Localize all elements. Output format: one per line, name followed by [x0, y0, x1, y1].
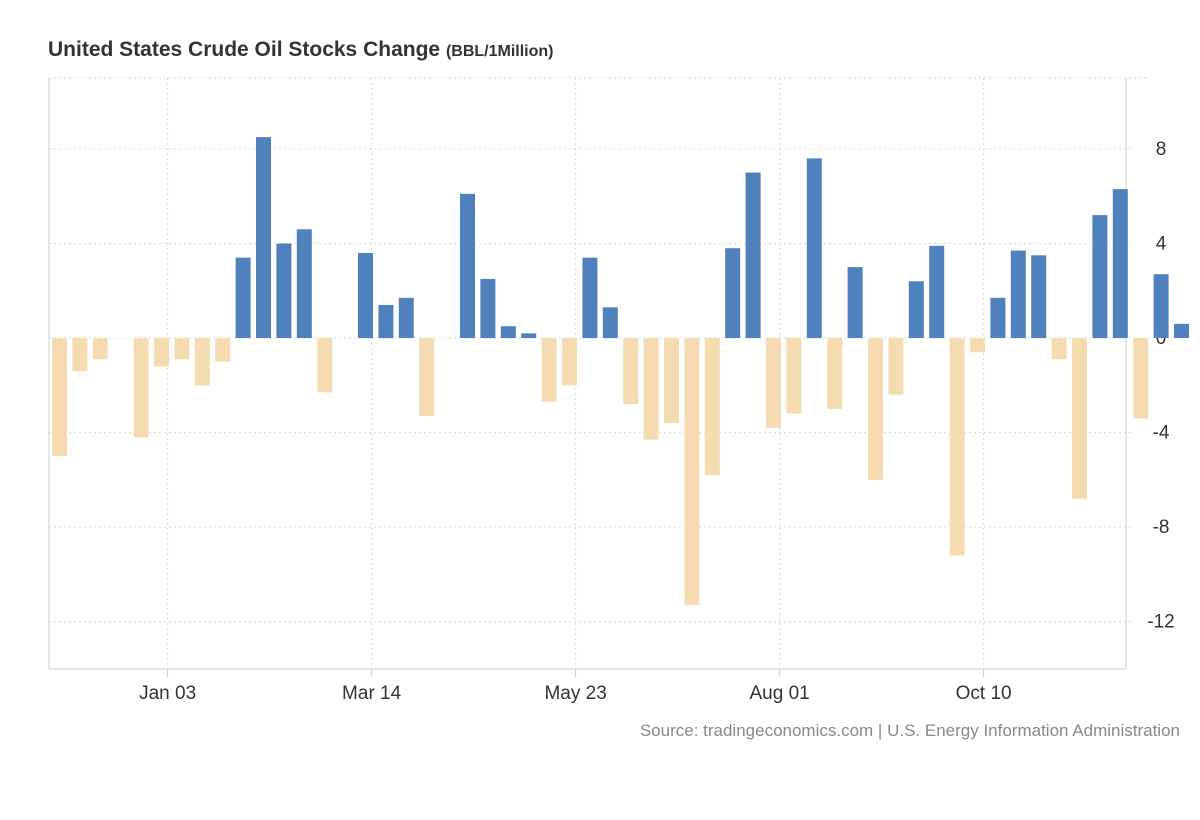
- bar: [1031, 255, 1047, 339]
- bar: [92, 338, 108, 360]
- bar: [990, 297, 1006, 339]
- y-tick-label: -8: [1153, 517, 1170, 538]
- bar: [664, 338, 679, 424]
- source-note: Source: tradingeconomics.com | U.S. Ener…: [639, 721, 1180, 740]
- chart-title: United States Crude Oil Stocks Change (B…: [48, 38, 553, 62]
- x-tick-label: Oct 10: [956, 683, 1012, 704]
- bar: [868, 338, 883, 480]
- bar: [1072, 338, 1087, 499]
- bar: [745, 172, 761, 339]
- chart-title-unit: (BBL/1Million): [445, 43, 554, 60]
- x-tick-label: Aug 01: [750, 683, 810, 704]
- bar: [1051, 338, 1067, 360]
- bar: [500, 326, 516, 339]
- bar: [847, 267, 863, 339]
- bar: [725, 248, 741, 339]
- bar: [704, 338, 720, 476]
- bar: [1153, 274, 1169, 339]
- bar: [460, 193, 475, 339]
- bar: [908, 281, 924, 339]
- chart-title-text: United States Crude Oil Stocks Change: [48, 38, 441, 61]
- bar: [562, 338, 577, 386]
- bar: [827, 338, 843, 409]
- bar: [602, 307, 618, 339]
- bar: [766, 338, 781, 428]
- bar: [296, 229, 312, 339]
- bar: [72, 338, 88, 372]
- bar: [419, 338, 435, 417]
- y-tick-label: -12: [1147, 612, 1174, 633]
- bar: [1092, 215, 1108, 339]
- y-tick-label: 8: [1156, 139, 1167, 160]
- bar: [1010, 250, 1026, 339]
- bar: [235, 257, 251, 339]
- bar: [541, 338, 557, 402]
- bar: [582, 257, 598, 339]
- bar: [398, 297, 414, 339]
- x-tick-label: May 23: [544, 683, 606, 704]
- bar: [174, 338, 190, 360]
- bar: [970, 338, 985, 353]
- bar: [154, 338, 169, 367]
- bar: [317, 338, 333, 393]
- bar: [52, 338, 67, 457]
- bar: [215, 338, 231, 362]
- bar: [378, 304, 394, 339]
- bar: [684, 338, 700, 606]
- bar: [358, 252, 373, 339]
- bar: [133, 338, 149, 438]
- bar: [1174, 323, 1189, 339]
- bar: [786, 338, 802, 414]
- y-tick-label: -4: [1153, 423, 1170, 444]
- bar: [1112, 189, 1128, 339]
- bar: [276, 243, 292, 339]
- bar: [623, 338, 639, 405]
- bar: [521, 333, 537, 339]
- bar: [949, 338, 965, 556]
- bar: [480, 278, 496, 339]
- bar: [888, 338, 904, 395]
- bar: [929, 245, 945, 339]
- bar: [643, 338, 659, 440]
- y-tick-label: 0: [1156, 328, 1167, 349]
- x-tick-label: Mar 14: [342, 683, 402, 704]
- bar: [256, 137, 271, 339]
- bar: [806, 158, 822, 339]
- bar: [194, 338, 210, 386]
- bar: [1133, 338, 1149, 419]
- y-tick-label: 4: [1156, 233, 1167, 254]
- x-tick-label: Jan 03: [139, 683, 196, 704]
